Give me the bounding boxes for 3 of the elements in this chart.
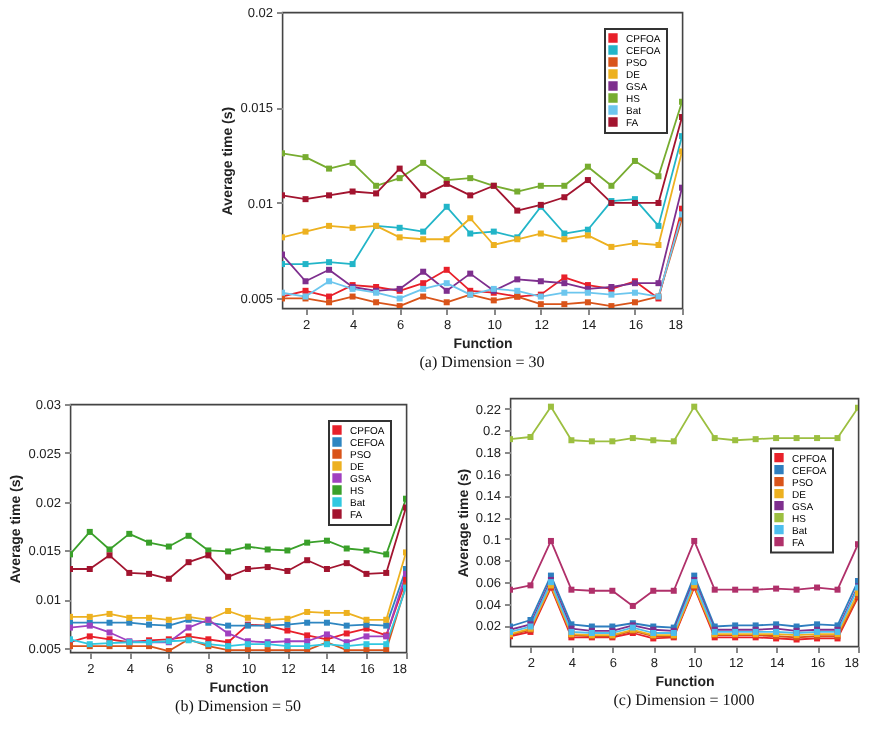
text: (a) Dimension = 30 — [419, 353, 545, 371]
text: (b) Dimension = 50 — [175, 697, 301, 715]
text: (c) Dimension = 1000 — [613, 691, 755, 709]
